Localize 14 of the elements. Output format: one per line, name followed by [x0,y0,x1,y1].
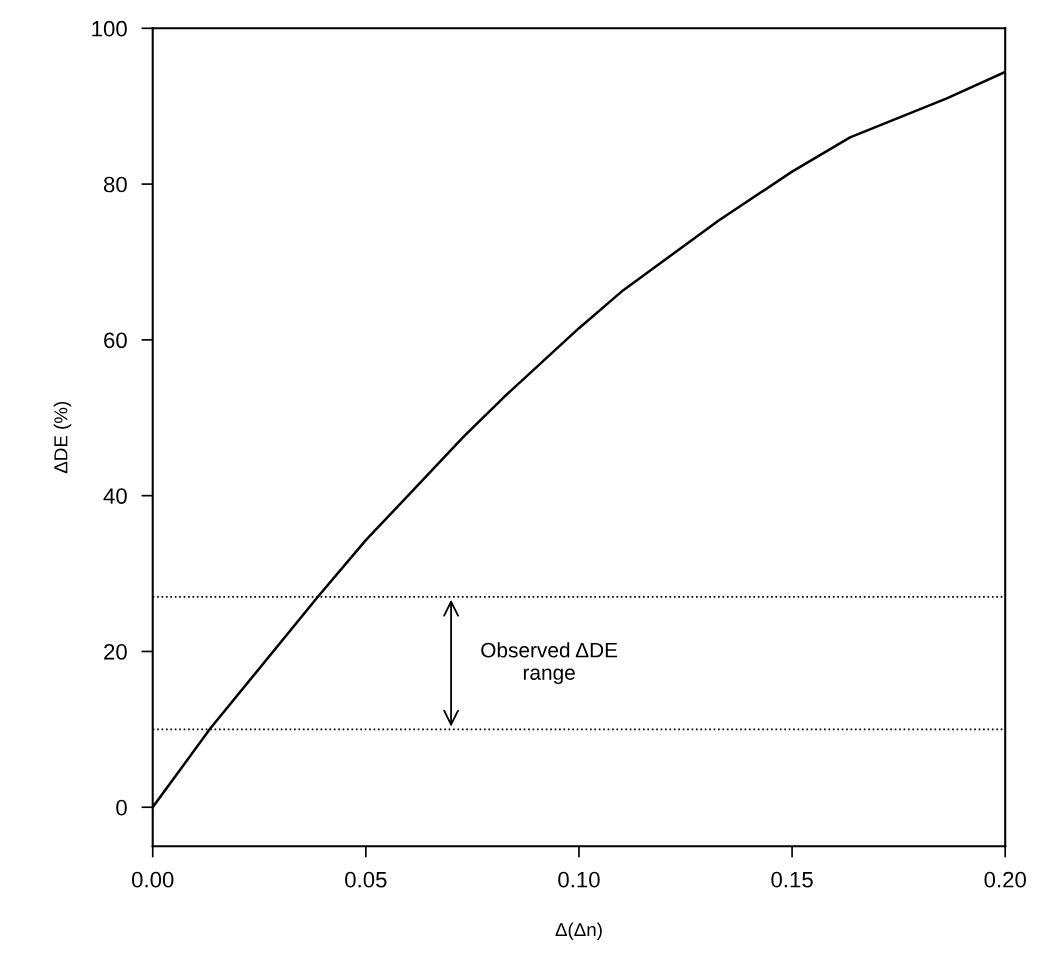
y-tick-label: 80 [103,176,127,193]
annotation: Observed ΔDE range [481,642,618,685]
x-tick-label: 0.20 [984,871,1026,888]
x-tick-label: 0.00 [131,871,174,888]
x-tick-label: 0.05 [345,871,387,888]
y-tick-label: 0 [116,799,127,816]
y-axis-title: ΔDE (%) [53,401,72,474]
x-tick-label: 0.10 [558,871,600,888]
y-tick-label: 40 [103,488,127,504]
x-tick-label: 0.15 [771,871,813,888]
x-axis-title: Δ(Δn) [555,922,602,940]
y-tick-label: 100 [92,20,127,37]
y-tick-label: 20 [104,643,127,660]
y-tick-label: 60 [104,332,127,349]
